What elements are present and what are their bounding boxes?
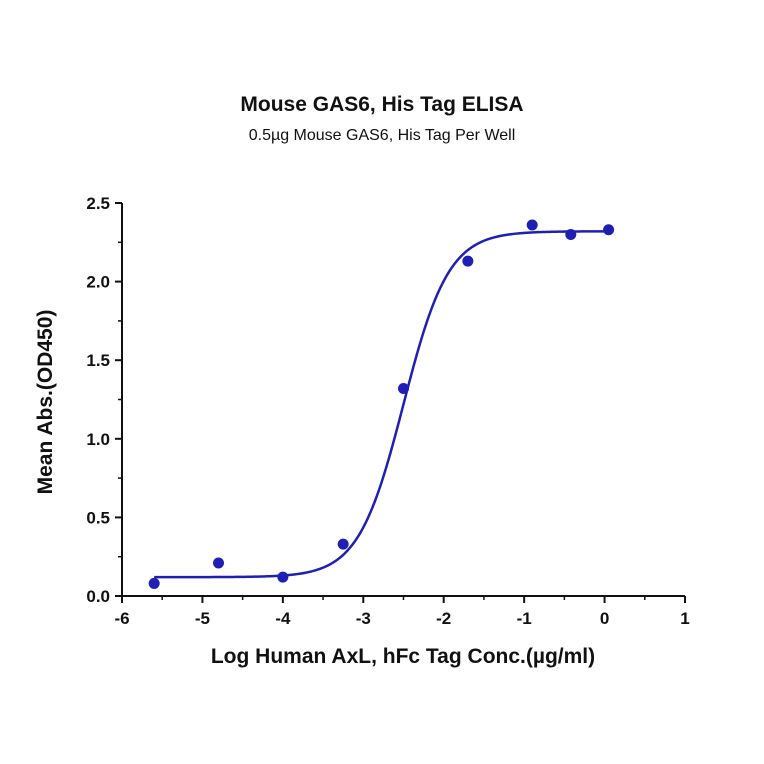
x-tick-label: -2 bbox=[436, 609, 451, 628]
y-tick-label: 1.0 bbox=[86, 430, 110, 449]
data-point bbox=[526, 219, 538, 231]
data-point bbox=[462, 255, 474, 267]
x-tick-label: -1 bbox=[517, 609, 532, 628]
chart-title: Mouse GAS6, His Tag ELISA bbox=[240, 93, 524, 116]
x-tick-label: -3 bbox=[356, 609, 371, 628]
y-tick-label: 2.5 bbox=[86, 194, 110, 213]
data-point bbox=[565, 228, 577, 240]
data-point bbox=[148, 577, 160, 589]
x-tick-label: 1 bbox=[680, 609, 689, 628]
chart-subtitle: 0.5µg Mouse GAS6, His Tag Per Well bbox=[248, 127, 516, 144]
data-point bbox=[337, 538, 349, 550]
y-tick-label: 0.5 bbox=[86, 508, 110, 527]
x-axis-title: Log Human AxL, hFc Tag Conc.(µg/ml) bbox=[211, 645, 595, 668]
y-tick-label: 1.5 bbox=[86, 351, 110, 370]
y-tick-label: 2.0 bbox=[86, 273, 110, 292]
data-points-layer bbox=[148, 219, 615, 589]
data-point bbox=[213, 557, 225, 569]
data-point bbox=[277, 571, 289, 583]
data-point bbox=[603, 224, 615, 236]
axes: -6 -5 -4 -3 -2 -1 0 1 0.0 0.5 1.0 1.5 2.0 2.5 bbox=[86, 194, 689, 628]
y-axis-title: Mean Abs.(OD450) bbox=[34, 310, 57, 495]
y-tick-label: 0.0 bbox=[86, 587, 110, 606]
data-point bbox=[398, 382, 409, 394]
x-tick-label: 0 bbox=[600, 609, 609, 628]
x-tick-label: -5 bbox=[195, 609, 210, 628]
x-tick-label: -4 bbox=[275, 609, 291, 628]
fit-curve-layer bbox=[154, 230, 609, 579]
fit-curve bbox=[154, 230, 609, 579]
x-tick-label: -6 bbox=[114, 609, 129, 628]
